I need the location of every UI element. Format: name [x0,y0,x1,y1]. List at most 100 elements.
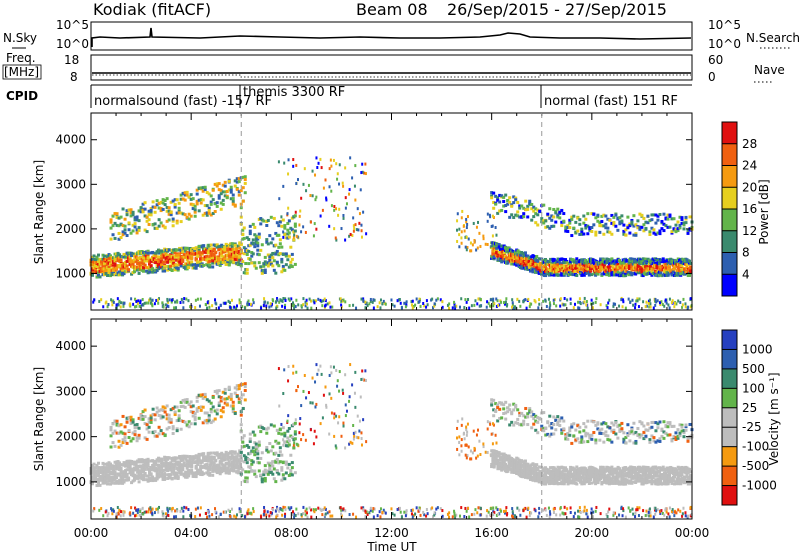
power-cell [542,300,544,303]
power-cell [330,159,332,162]
power-cell [686,232,689,235]
power-cell [435,299,437,302]
power-cell [636,219,639,222]
power-cell [287,172,289,175]
power-cell [287,207,289,210]
power-cell [126,213,129,216]
power-cell [494,203,497,206]
power-cell [470,242,472,245]
power-cell [339,163,341,166]
power-cell [291,265,294,268]
power-cell [288,158,290,161]
power-cell [479,245,481,248]
power-cell [204,186,207,189]
power-cell [319,158,321,161]
power-cell [208,260,211,263]
power-cell [642,217,645,220]
power-cell [365,232,367,235]
velocity-cell [124,425,127,428]
power-cell [487,213,489,216]
power-cell [142,298,144,301]
power-cell [110,298,112,301]
power-cell [333,227,335,230]
velocity-cell [122,415,125,418]
velocity-cell [150,421,153,424]
power-cell [510,205,513,208]
power-cell [495,226,497,229]
power-cell [419,300,421,303]
velocity-cell [114,445,117,448]
power-cell [575,274,578,277]
power-cell [426,299,428,302]
power-cell [329,301,331,304]
velocity-cell [256,457,259,460]
velocity-cell [186,455,189,458]
power-cell [139,301,141,304]
power-cell [292,165,294,168]
power-cell [230,191,233,194]
power-cell [282,236,284,239]
power-cell [294,223,297,226]
power-cell [178,202,181,205]
power-cell [207,301,209,304]
velocity-cell [103,463,106,466]
power-colorbar-tick-label: 8 [742,246,750,260]
velocity-cell [114,471,117,474]
power-cell [211,304,213,307]
velocity-cell [136,423,139,426]
power-cell [164,226,167,229]
power-cell [300,230,302,233]
power-cell [292,238,295,241]
velocity-cell [223,456,226,459]
power-cell [205,255,208,258]
power-cell [177,267,180,270]
velocity-cell [184,421,187,424]
power-cell [550,219,553,222]
power-cell [128,228,131,231]
nave-label: Nave [754,63,785,77]
power-cell [649,299,651,302]
velocity-cell [151,475,154,478]
power-cell [456,240,458,243]
power-cell [152,299,154,302]
power-cell [194,306,196,309]
power-cell [667,303,669,306]
power-cell [279,238,282,241]
velocity-cell [146,438,149,441]
power-cell [139,305,141,308]
power-cell [271,252,274,255]
nsky-tick-top: 10^5 [56,18,89,32]
power-cell [144,302,146,305]
power-cell [684,221,687,224]
power-cell [474,299,476,302]
power-cell [448,307,450,310]
power-cell [278,160,280,163]
velocity-cell [120,423,123,426]
velocity-cell [142,418,145,421]
velocity-cell [154,430,157,433]
power-cell [338,208,340,211]
power-cell [234,244,237,247]
power-cell [114,237,117,240]
power-cell [456,219,458,222]
velocity-cell [187,474,190,477]
colorbar-swatch [722,144,737,166]
power-cell [276,221,279,224]
velocity-cell [196,410,199,413]
velocity-cell [190,400,193,403]
power-cell [431,298,433,301]
power-colorbar-tick-label: 12 [742,224,757,238]
velocity-cell [228,387,231,390]
power-cell [578,307,580,310]
power-cell [172,224,175,227]
power-cell [377,305,379,308]
velocity-cell [192,404,195,407]
power-cell [134,225,137,228]
y-tick-label: 3000 [55,177,86,191]
power-cell [244,175,247,178]
power-cell [357,228,359,231]
power-cell [299,215,301,218]
power-cell [234,205,237,208]
power-cell [162,208,165,211]
